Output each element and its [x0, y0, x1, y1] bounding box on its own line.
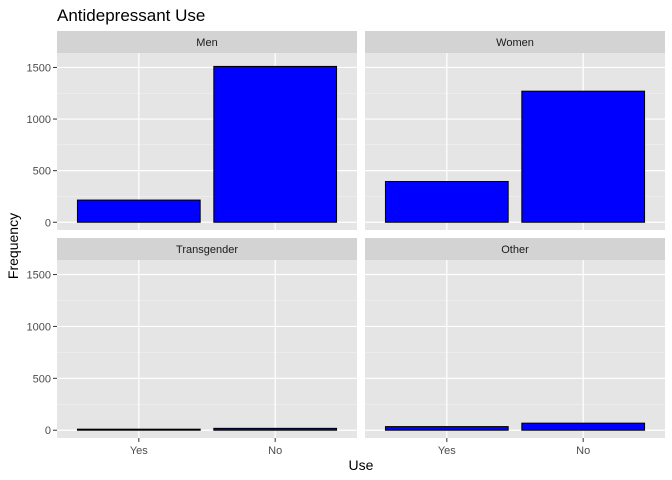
x-tick-label: Yes — [438, 445, 456, 457]
strip-men — [57, 31, 357, 53]
strip-label-women: Women — [496, 37, 534, 49]
y-tick-label: 1500 — [27, 62, 51, 74]
x-tick-label: Yes — [130, 445, 148, 457]
facet-women: Women — [365, 31, 665, 230]
x-tick-label: No — [576, 445, 590, 457]
bar-women-yes — [384, 180, 509, 223]
strip-label-transgender: Transgender — [176, 244, 238, 256]
y-tick-label: 1000 — [27, 321, 51, 333]
facet-transgender: Transgender 0 500 1000 1500 Yes No — [27, 238, 357, 457]
chart-title: Antidepressant Use — [57, 6, 205, 25]
y-tick-label: 1000 — [27, 114, 51, 126]
bar-transgender-no — [213, 427, 338, 431]
facets: Men 0 500 1000 1500 Women Transgender 0 500 1000 1… — [27, 31, 665, 457]
bar-transgender-yes — [76, 428, 201, 431]
x-axis-title: Use — [349, 457, 374, 473]
x-tick-label: No — [268, 445, 282, 457]
y-tick-label: 500 — [33, 166, 51, 178]
bar-men-yes — [76, 199, 201, 223]
strip-other — [365, 238, 665, 260]
y-tick-label: 0 — [45, 425, 51, 437]
bar-women-no — [521, 90, 646, 223]
facet-men: Men 0 500 1000 1500 — [27, 31, 357, 230]
strip-transgender — [57, 238, 357, 260]
panel-other — [365, 260, 665, 438]
strip-label-other: Other — [501, 244, 529, 256]
facet-other: Other Yes No — [365, 238, 665, 457]
strip-label-men: Men — [196, 37, 217, 49]
bar-men-no — [213, 65, 338, 223]
panel-transgender — [57, 260, 357, 438]
bar-other-yes — [384, 426, 509, 431]
strip-women — [365, 31, 665, 53]
y-tick-label: 0 — [45, 217, 51, 229]
bar-other-no — [521, 422, 646, 431]
y-tick-label: 1500 — [27, 270, 51, 282]
y-axis-title: Frequency — [5, 213, 21, 279]
y-tick-label: 500 — [33, 373, 51, 385]
